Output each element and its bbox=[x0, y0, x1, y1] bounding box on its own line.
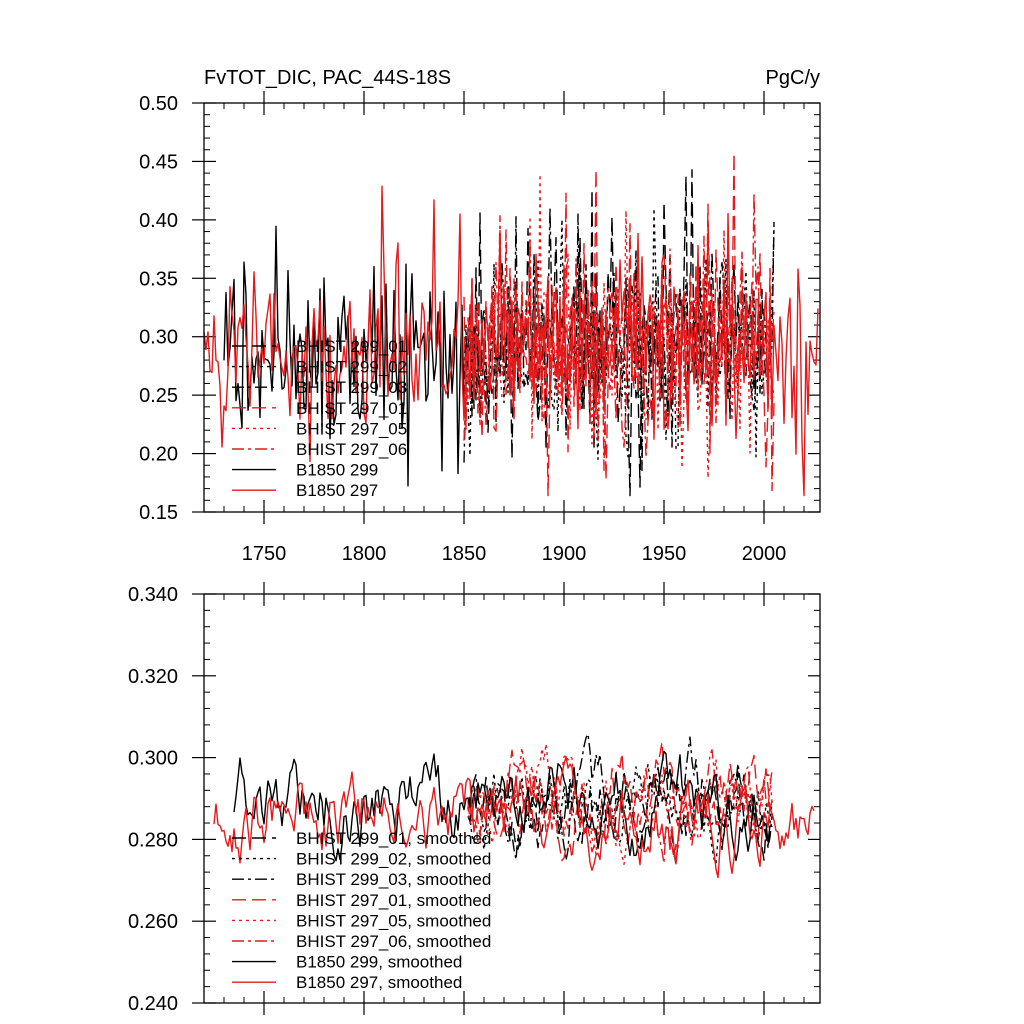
legend-label: B1850 299 bbox=[296, 461, 378, 480]
legend-label: BHIST 297_05 bbox=[296, 419, 407, 438]
y-tick-label: 0.280 bbox=[128, 829, 178, 851]
legend-label: B1850 297 bbox=[296, 481, 378, 500]
top-panel-units: PgC/y bbox=[766, 67, 820, 89]
legend-label: B1850 297, smoothed bbox=[296, 973, 462, 992]
legend-label: BHIST 297_06 bbox=[296, 440, 407, 459]
y-tick-label: 0.240 bbox=[128, 993, 178, 1015]
y-tick-label: 0.40 bbox=[139, 210, 178, 232]
top-panel-title: FvTOT_DIC, PAC_44S-18S bbox=[204, 67, 451, 89]
y-tick-label: 0.45 bbox=[139, 151, 178, 173]
y-tick-label: 0.15 bbox=[139, 502, 178, 524]
y-tick-label: 0.25 bbox=[139, 385, 178, 407]
top-series-group bbox=[203, 152, 819, 497]
y-tick-label: 0.50 bbox=[139, 93, 178, 115]
top-y-tick-labels: 0.15 0.20 0.25 0.30 0.35 0.40 0.45 0.50 bbox=[139, 93, 178, 524]
bottom-panel: 0.240 0.260 0.280 0.300 0.320 0.340 BHIST 299… bbox=[128, 582, 821, 1015]
x-tick-label: 1750 bbox=[242, 543, 287, 565]
y-tick-label: 0.30 bbox=[139, 327, 178, 349]
legend-label: BHIST 299_02, smoothed bbox=[296, 850, 491, 869]
legend-label: BHIST 299_01, smoothed bbox=[296, 829, 491, 848]
x-tick-label: 1900 bbox=[542, 543, 587, 565]
top-x-tick-labels: 1750 1800 1850 1900 1950 2000 bbox=[242, 543, 787, 565]
legend-label: BHIST 299_03 bbox=[296, 378, 407, 397]
bottom-plot-frame bbox=[203, 593, 821, 1004]
legend-label: BHIST 299_01 bbox=[296, 337, 407, 356]
y-tick-label: 0.340 bbox=[128, 584, 178, 606]
series-line bbox=[203, 185, 819, 497]
y-tick-label: 0.20 bbox=[139, 444, 178, 466]
bottom-y-tick-labels: 0.240 0.260 0.280 0.300 0.320 0.340 bbox=[128, 584, 178, 1015]
x-tick-label: 1950 bbox=[642, 543, 687, 565]
series-line bbox=[463, 192, 775, 471]
legend-label: BHIST 297_05, smoothed bbox=[296, 911, 491, 930]
legend-label: BHIST 299_02 bbox=[296, 358, 407, 377]
legend-label: BHIST 297_01, smoothed bbox=[296, 891, 491, 910]
y-tick-label: 0.300 bbox=[128, 748, 178, 770]
x-tick-label: 1850 bbox=[442, 543, 487, 565]
legend-label: BHIST 297_01 bbox=[296, 399, 407, 418]
series-line bbox=[467, 741, 773, 862]
bottom-series-group bbox=[213, 733, 815, 879]
top-plot-frame bbox=[203, 102, 821, 513]
legend-label: B1850 299, smoothed bbox=[296, 953, 462, 972]
series-line bbox=[233, 750, 771, 862]
y-tick-label: 0.260 bbox=[128, 911, 178, 933]
legend-label: BHIST 299_03, smoothed bbox=[296, 870, 491, 889]
top-panel: FvTOT_DIC, PAC_44S-18S PgC/y 0.15 0.20 0.2… bbox=[139, 67, 821, 565]
series-line bbox=[463, 207, 775, 472]
bottom-legend: BHIST 299_01, smoothed BHIST 299_02, smoo… bbox=[232, 829, 491, 992]
x-tick-label: 1800 bbox=[342, 543, 387, 565]
y-tick-label: 0.320 bbox=[128, 666, 178, 688]
series-line bbox=[213, 756, 815, 879]
legend-label: BHIST 297_06, smoothed bbox=[296, 932, 491, 951]
x-tick-label: 2000 bbox=[742, 543, 787, 565]
series-line bbox=[467, 733, 773, 862]
y-tick-label: 0.35 bbox=[139, 268, 178, 290]
